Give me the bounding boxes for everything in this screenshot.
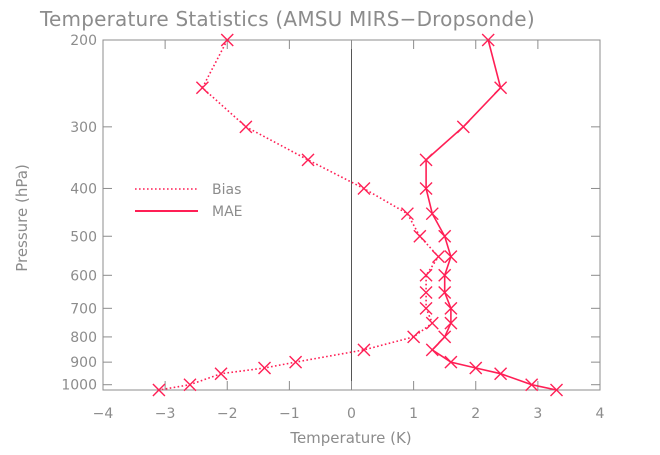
- bias-point: [239, 120, 253, 134]
- mae-point: [481, 33, 495, 47]
- mae-point: [550, 383, 564, 397]
- y-tick-label: 300: [70, 120, 97, 136]
- mae-point: [438, 268, 452, 282]
- legend-mae-label: MAE: [212, 204, 243, 220]
- bias-series-line: [158, 39, 440, 391]
- mae-point: [438, 285, 452, 299]
- mae-point: [525, 378, 539, 392]
- y-tick-label: 800: [70, 330, 97, 346]
- x-tick-label: −3: [155, 406, 176, 422]
- y-tick-label: 900: [70, 355, 97, 371]
- y-tick-label: 500: [70, 229, 97, 245]
- chart-title: Temperature Statistics (AMSU MIRS−Dropso…: [39, 7, 535, 31]
- bias-point: [357, 343, 371, 357]
- bias-point: [183, 378, 197, 392]
- mae-point: [494, 81, 508, 95]
- bias-point: [431, 250, 445, 264]
- x-tick-label: 2: [471, 406, 480, 422]
- bias-point: [289, 355, 303, 369]
- x-tick-label: −1: [279, 406, 300, 422]
- x-tick-label: −4: [93, 406, 114, 422]
- mae-point: [438, 330, 452, 344]
- x-tick-label: 0: [347, 406, 356, 422]
- y-tick-label: 600: [70, 268, 97, 284]
- x-tick-label: 1: [409, 406, 418, 422]
- mae-point: [444, 250, 458, 264]
- mae-point: [444, 316, 458, 330]
- bias-point: [407, 330, 421, 344]
- mae-point: [494, 367, 508, 381]
- y-axis-label: Pressure (hPa): [13, 164, 31, 272]
- mae-point: [419, 153, 433, 167]
- plot-layer: −4 −3 −2 −1 0 1 2 3 4 200 300 400 500 600 700 800 900 100…: [61, 33, 604, 422]
- mae-point: [444, 301, 458, 315]
- bias-point: [301, 153, 315, 167]
- bias-point: [400, 207, 414, 221]
- x-axis-label: Temperature (K): [289, 429, 411, 447]
- y-tick-label: 700: [70, 301, 97, 317]
- bias-point: [258, 361, 272, 375]
- bias-point: [419, 268, 433, 282]
- bias-point: [425, 316, 439, 330]
- bias-point: [419, 301, 433, 315]
- x-tick-label: −2: [217, 406, 238, 422]
- x-tick-label: 4: [596, 406, 605, 422]
- mae-point: [419, 181, 433, 195]
- legend: Bias MAE: [135, 182, 243, 220]
- mae-point: [444, 355, 458, 369]
- y-tick-label: 1000: [61, 378, 97, 394]
- x-tick-label: 3: [533, 406, 542, 422]
- bias-point: [220, 33, 234, 47]
- bias-point: [195, 81, 209, 95]
- bias-point: [413, 229, 427, 243]
- mae-point: [469, 361, 483, 375]
- mae-point: [425, 207, 439, 221]
- bias-point: [152, 383, 166, 397]
- y-tick-label: 400: [70, 181, 97, 197]
- bias-point: [214, 367, 228, 381]
- mae-point: [438, 229, 452, 243]
- mae-point: [425, 343, 439, 357]
- mae-point: [456, 120, 470, 134]
- y-tick-label: 200: [70, 33, 97, 49]
- bias-point: [357, 181, 371, 195]
- legend-bias-label: Bias: [212, 182, 241, 198]
- bias-point: [419, 285, 433, 299]
